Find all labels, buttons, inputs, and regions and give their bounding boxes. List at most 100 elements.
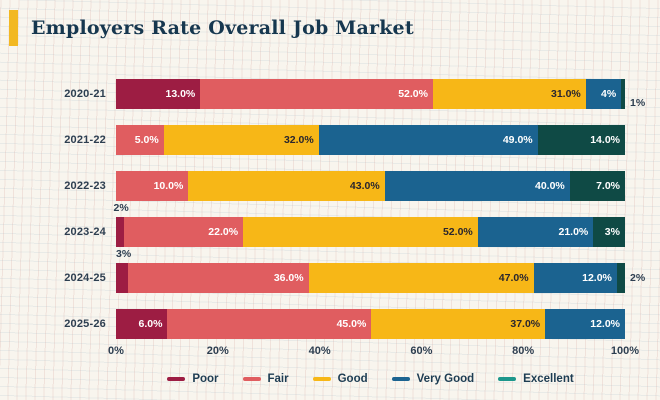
x-axis-tick: 80%	[512, 345, 535, 357]
legend-swatch	[312, 377, 331, 381]
segment-fair: 45.0%	[167, 309, 372, 339]
segment-value-label: 7.0%	[596, 179, 620, 192]
segment-good: 43.0%	[188, 171, 385, 201]
segment-good: 31.0%	[432, 79, 586, 109]
chart-legend: Poor Fair Good Very Good Excellent	[167, 373, 574, 385]
legend-swatch	[242, 377, 261, 381]
segment-value-label: 52.0%	[442, 225, 473, 238]
segment-fair: 22.0%	[123, 217, 244, 247]
segment-very_good: 12.0%	[533, 263, 617, 293]
segment-poor	[116, 263, 129, 293]
segment-value-label: 43.0%	[349, 179, 380, 192]
legend-item-fair: Fair	[242, 373, 289, 385]
segment-value-label: 3%	[604, 225, 620, 238]
x-axis: 0% 20% 40% 60% 80% 100%	[108, 345, 639, 359]
segment-very_good: 4%	[585, 79, 622, 109]
legend-item-good: Good	[312, 373, 368, 385]
chart-row: 2021-22 5.0% 32.0% 49.0% 14.0%	[10, 125, 625, 155]
segment-value-label: 49.0%	[502, 133, 533, 146]
segment-value-label: 32.0%	[283, 133, 314, 146]
segment-value-label: 45.0%	[336, 317, 367, 330]
legend-label: Good	[337, 373, 368, 385]
x-axis-tick: 40%	[308, 345, 331, 357]
chart-title: Employers Rate Overall Job Market	[31, 16, 414, 39]
segment-value-label: 36.0%	[273, 271, 304, 284]
x-axis-tick: 0%	[108, 345, 124, 357]
legend-label: Poor	[192, 373, 219, 385]
segment-poor: 13.0%	[116, 79, 201, 109]
chart-rows: 2020-21 13.0% 52.0% 31.0% 4% 1% 2021-22 5.0% 32.…	[10, 79, 645, 339]
legend-item-very-good: Very Good	[391, 373, 475, 385]
legend-swatch	[167, 377, 186, 381]
legend-label: Excellent	[523, 373, 574, 385]
segment-good: 47.0%	[308, 263, 534, 293]
segment-value-label: 47.0%	[498, 271, 529, 284]
category-label: 2025-26	[64, 318, 106, 330]
segment-excellent	[616, 263, 625, 293]
segment-excellent: 14.0%	[537, 125, 625, 155]
segment-fair: 10.0%	[116, 171, 189, 201]
segment-good: 52.0%	[243, 217, 478, 247]
chart-row: 2025-26 6.0% 45.0% 37.0% 12.0%	[10, 309, 626, 339]
segment-value-label: 22.0%	[208, 225, 239, 238]
bar-track: 13.0% 52.0% 31.0% 4% 1%	[116, 79, 645, 109]
legend-label: Fair	[267, 373, 289, 385]
segment-value-label: 37.0%	[510, 317, 541, 330]
segment-fair: 36.0%	[128, 263, 309, 293]
legend-label: Very Good	[416, 373, 475, 385]
bar-track: 3% 36.0% 47.0% 12.0% 2%	[116, 249, 645, 293]
segment-value-label: 3%	[116, 248, 132, 260]
chart-row: 2024-25 3% 36.0% 47.0% 12.0% 2%	[10, 249, 645, 293]
stacked-bar-chart: 2020-21 13.0% 52.0% 31.0% 4% 1% 2021-22 5.0% 32.…	[0, 79, 660, 385]
title-accent-bar	[9, 10, 18, 46]
segment-value-label: 13.0%	[165, 87, 196, 100]
category-label: 2022-23	[64, 180, 106, 192]
x-axis-tick: 60%	[410, 345, 433, 357]
segment-value-label: 6.0%	[138, 317, 163, 330]
x-axis-tick: 20%	[206, 345, 229, 357]
bar-track: 5.0% 32.0% 49.0% 14.0%	[116, 125, 625, 155]
bar-track: 6.0% 45.0% 37.0% 12.0%	[116, 309, 626, 339]
x-axis-tick: 100%	[610, 345, 640, 357]
chart-row: 2022-23 10.0% 43.0% 40.0% 7.0%	[10, 171, 625, 201]
chart-row: 2023-24 2% 22.0% 52.0% 21.0% 3%	[10, 203, 625, 247]
segment-value-label: 12.0%	[590, 317, 621, 330]
segment-value-label: 31.0%	[550, 87, 581, 100]
bar-track: 10.0% 43.0% 40.0% 7.0%	[116, 171, 625, 201]
legend-swatch	[498, 377, 517, 381]
segment-very_good: 12.0%	[545, 309, 626, 339]
segment-value-label: 10.0%	[153, 179, 184, 192]
legend-swatch	[391, 377, 410, 381]
segment-good: 32.0%	[163, 125, 319, 155]
category-label: 2023-24	[64, 226, 106, 238]
segment-excellent	[621, 79, 625, 109]
segment-poor	[116, 217, 124, 247]
legend-item-poor: Poor	[167, 373, 219, 385]
segment-value-label: 2%	[113, 202, 129, 214]
segment-value-label: 1%	[630, 96, 646, 109]
segment-good: 37.0%	[371, 309, 546, 339]
category-label: 2024-25	[64, 272, 106, 284]
segment-value-label: 5.0%	[134, 133, 159, 146]
chart-row: 2020-21 13.0% 52.0% 31.0% 4% 1%	[10, 79, 645, 109]
segment-value-label: 14.0%	[590, 133, 620, 146]
segment-value-label: 2%	[630, 271, 646, 284]
bar-track: 2% 22.0% 52.0% 21.0% 3%	[113, 203, 625, 247]
segment-value-label: 12.0%	[582, 271, 612, 284]
segment-very_good: 40.0%	[384, 171, 570, 201]
segment-value-label: 4%	[600, 87, 617, 100]
chart-header: Employers Rate Overall Job Market	[9, 9, 648, 47]
segment-very_good: 49.0%	[318, 125, 538, 155]
segment-very_good: 21.0%	[477, 217, 594, 247]
segment-fair: 52.0%	[200, 79, 433, 109]
segment-excellent: 3%	[593, 217, 625, 247]
segment-excellent: 7.0%	[569, 171, 625, 201]
segment-value-label: 40.0%	[534, 179, 565, 192]
segment-value-label: 52.0%	[398, 87, 428, 100]
category-label: 2020-21	[64, 88, 106, 100]
legend-item-excellent: Excellent	[498, 373, 574, 385]
legend-area: Poor Fair Good Very Good Excellent	[116, 373, 625, 385]
segment-poor: 6.0%	[116, 309, 168, 339]
segment-value-label: 21.0%	[558, 225, 589, 238]
